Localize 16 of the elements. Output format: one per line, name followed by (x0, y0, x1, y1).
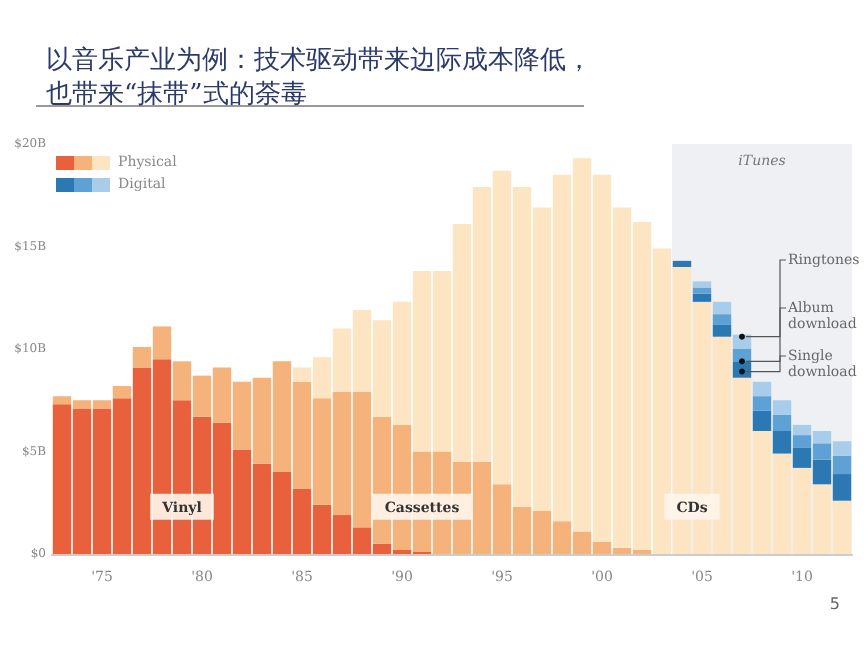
bar (712, 314, 732, 325)
chart-title: 以音乐产业为例：技术驱动带来边际成本降低，也带来“抹带”式的荼毒 (46, 46, 592, 110)
bar (752, 396, 772, 411)
bar (112, 385, 132, 399)
bar (672, 260, 692, 267)
bar (692, 287, 712, 294)
bar (752, 410, 772, 431)
bar (712, 324, 732, 337)
bar (772, 400, 792, 415)
bar (732, 349, 752, 362)
bar (692, 293, 712, 302)
bar (772, 414, 792, 431)
bar (692, 281, 712, 288)
bar (712, 301, 732, 315)
bar (752, 381, 772, 397)
text: 5 (829, 595, 841, 613)
